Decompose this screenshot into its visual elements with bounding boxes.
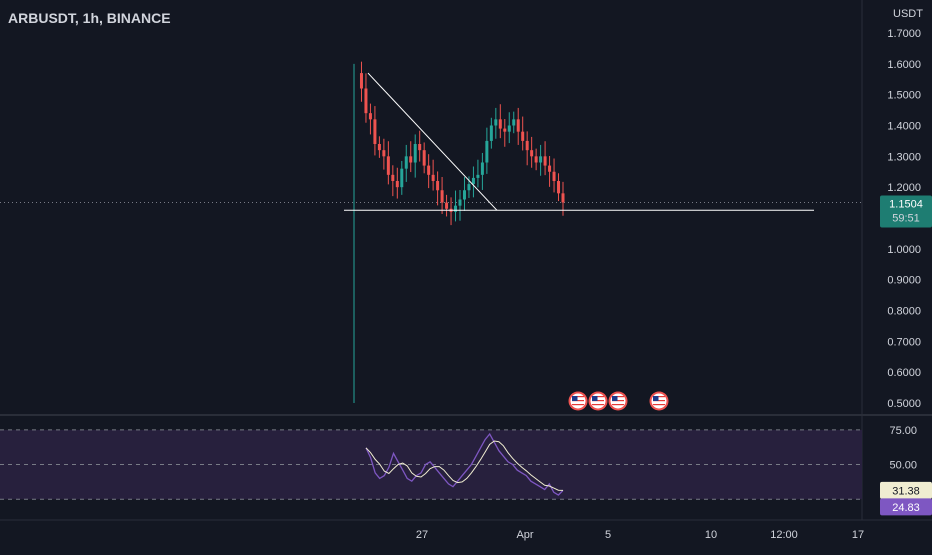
candle-body xyxy=(413,144,417,163)
candle-body xyxy=(480,162,484,175)
price-tick-label: 0.8000 xyxy=(887,306,921,318)
candle-body xyxy=(427,165,431,175)
price-tick-label: 1.3000 xyxy=(887,151,921,163)
candle-body xyxy=(458,199,462,206)
candle-body xyxy=(364,88,368,114)
trendline-drawing[interactable] xyxy=(367,72,498,211)
candle-body xyxy=(552,171,556,181)
us-flag-icon[interactable] xyxy=(568,391,588,411)
candle-body xyxy=(382,150,386,157)
time-tick-label: 10 xyxy=(705,529,717,541)
candle-body xyxy=(445,202,449,209)
us-flag-icon[interactable] xyxy=(608,391,628,411)
time-tick-label: Apr xyxy=(516,529,533,541)
candle-body xyxy=(386,156,390,175)
price-tick-label: 0.5000 xyxy=(887,398,921,410)
current-price-label: 1.1504 xyxy=(889,198,923,210)
current-price-badge: 1.1504 59:51 xyxy=(880,195,932,228)
price-tick-label: 0.7000 xyxy=(887,336,921,348)
price-tick-label: 1.5000 xyxy=(887,90,921,102)
candle-body xyxy=(539,156,543,163)
bar-countdown-label: 59:51 xyxy=(892,212,920,224)
currency-label: USDT xyxy=(893,8,923,20)
candle-body xyxy=(507,125,511,132)
rsi-series[interactable] xyxy=(365,432,564,496)
candle-body xyxy=(462,190,466,200)
rsi-smoothing-line xyxy=(365,440,564,491)
candle-body xyxy=(373,119,377,144)
candle-body xyxy=(431,174,435,181)
candle-body xyxy=(498,119,502,129)
time-tick-label: 12:00 xyxy=(770,529,798,541)
time-axis[interactable]: 27 Apr 5 10 12:00 17 xyxy=(416,529,864,541)
candle-body xyxy=(548,165,552,172)
rsi-value-badge-b: 24.83 xyxy=(880,498,932,516)
time-tick-label: 5 xyxy=(605,529,611,541)
candle-body xyxy=(404,156,408,169)
candle-body xyxy=(400,168,404,188)
candle-body xyxy=(368,113,372,120)
economic-events[interactable] xyxy=(568,391,669,411)
candle-body xyxy=(557,181,561,194)
rsi-tick-label: 50.00 xyxy=(889,460,917,472)
price-tick-label: 1.6000 xyxy=(887,59,921,71)
candle-body xyxy=(476,174,480,178)
candle-body xyxy=(418,144,422,151)
candle-body xyxy=(494,119,498,126)
rsi-tick-label: 75.00 xyxy=(889,425,917,437)
candle-body xyxy=(395,181,399,188)
candle-body xyxy=(440,190,444,203)
candle-body xyxy=(359,73,363,89)
symbol-title[interactable]: ARBUSDT, 1h, BINANCE xyxy=(8,10,171,26)
candle-body xyxy=(512,119,516,126)
price-tick-label: 1.7000 xyxy=(887,28,921,40)
price-tick-label: 1.4000 xyxy=(887,121,921,133)
candle-body xyxy=(516,119,520,132)
candle-body xyxy=(525,140,529,151)
candle-body xyxy=(391,174,395,181)
candlestick-series[interactable] xyxy=(353,61,565,403)
price-tick-label: 0.6000 xyxy=(887,367,921,379)
rsi-value-a-label: 31.38 xyxy=(892,485,920,497)
candle-body xyxy=(454,205,458,212)
us-flag-icon[interactable] xyxy=(588,391,608,411)
candle-body xyxy=(377,144,381,151)
price-axis[interactable]: 1.7000 1.6000 1.5000 1.4000 1.3000 1.2000 1.00… xyxy=(887,28,921,410)
time-tick-label: 27 xyxy=(416,529,428,541)
us-flag-icon[interactable] xyxy=(649,391,669,411)
candle-body xyxy=(489,125,493,141)
candle-body xyxy=(436,181,440,191)
candle-body xyxy=(485,140,489,163)
price-tick-label: 1.2000 xyxy=(887,182,921,194)
time-tick-label: 17 xyxy=(852,529,864,541)
candle-body xyxy=(422,150,426,166)
price-tick-label: 1.0000 xyxy=(887,244,921,256)
price-pane[interactable] xyxy=(0,0,862,414)
candle-body xyxy=(534,156,538,163)
candle-body xyxy=(521,131,525,141)
candle-body xyxy=(530,150,534,157)
rsi-axis[interactable]: 75.00 50.00 xyxy=(889,425,917,472)
rsi-band-fill xyxy=(0,429,862,500)
rsi-value-badge-a: 31.38 xyxy=(880,481,932,499)
rsi-value-b-label: 24.83 xyxy=(892,502,920,514)
rsi-line xyxy=(365,432,564,496)
candle-body xyxy=(467,184,471,191)
candle-body xyxy=(409,156,413,163)
candle-body xyxy=(561,193,565,203)
candle-body xyxy=(543,156,547,166)
candle-body xyxy=(503,128,507,132)
candle-body xyxy=(471,177,475,185)
price-tick-label: 0.9000 xyxy=(887,275,921,287)
